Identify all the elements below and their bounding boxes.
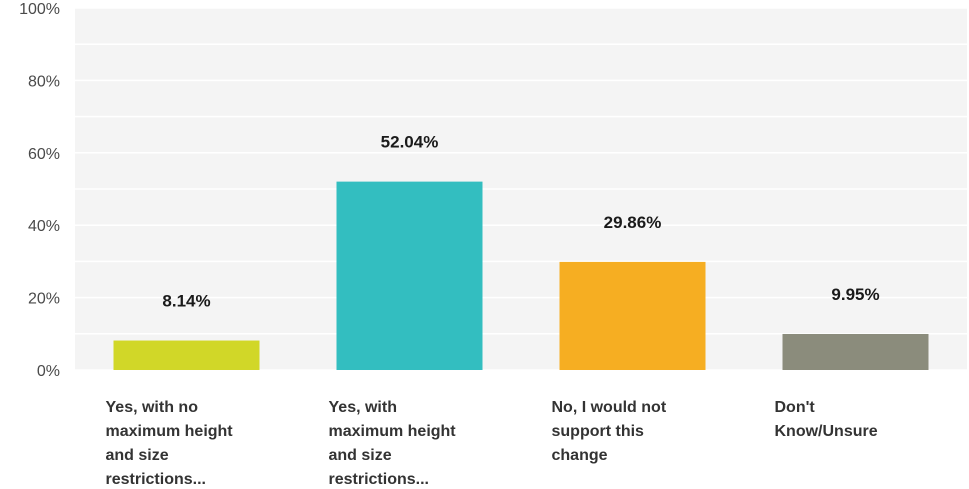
y-tick-label: 40% — [28, 218, 60, 235]
data-label: 9.95% — [831, 285, 879, 304]
category-label: Don't Know/Unsure — [775, 399, 878, 440]
data-labels: 8.14% 52.04% 29.86% 9.95% — [162, 133, 879, 311]
y-tick-label: 20% — [28, 291, 60, 308]
category-label: Yes, with no maximum height and size restri… — [106, 399, 234, 488]
y-tick-label: 0% — [37, 363, 60, 380]
y-tick-label: 60% — [28, 146, 60, 163]
data-label: 52.04% — [381, 133, 439, 152]
bar — [782, 333, 929, 370]
bar — [113, 340, 260, 370]
bars — [113, 181, 929, 370]
category-label: No, I would not support this change — [552, 399, 667, 464]
data-label: 8.14% — [162, 292, 210, 311]
gridlines — [75, 7, 967, 371]
x-axis-categories: Yes, with no maximum height and size restri… — [106, 399, 878, 488]
data-label: 29.86% — [604, 213, 662, 232]
y-tick-label: 80% — [28, 73, 60, 90]
y-tick-label: 100% — [19, 1, 60, 18]
bar — [336, 181, 483, 370]
category-label: Yes, with maximum height and size restricti… — [329, 399, 457, 488]
y-axis-ticks: 0% 20% 40% 60% 80% 100% — [19, 1, 60, 380]
bar — [559, 261, 706, 370]
